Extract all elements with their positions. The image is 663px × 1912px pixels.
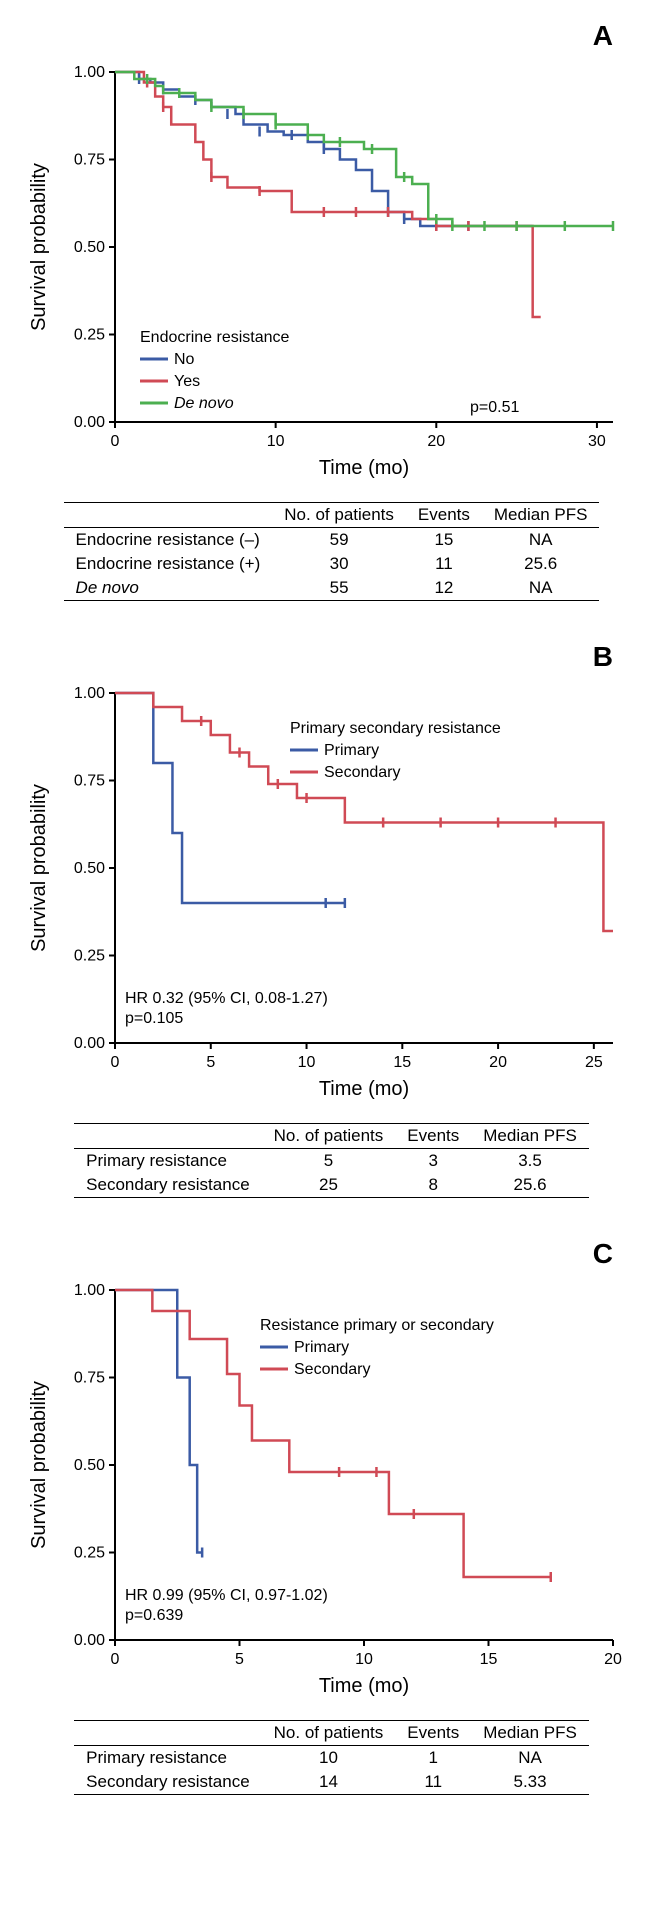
table-c: No. of patientsEventsMedian PFSPrimary r… xyxy=(74,1720,589,1795)
panel-b: B 0.00 0.25 0.50 0.75 1.00 0 5 10 15 20 25 Time (mo… xyxy=(20,641,643,1198)
svg-text:10: 10 xyxy=(355,1651,373,1668)
table-a: No. of patientsEventsMedian PFSEndocrine… xyxy=(64,502,600,601)
svg-text:0.75: 0.75 xyxy=(74,773,105,790)
svg-text:20: 20 xyxy=(427,433,445,450)
svg-text:10: 10 xyxy=(298,1054,316,1071)
svg-text:0: 0 xyxy=(111,1054,120,1071)
svg-text:10: 10 xyxy=(267,433,285,450)
svg-text:0.50: 0.50 xyxy=(74,239,105,256)
svg-text:Primary: Primary xyxy=(294,1339,349,1356)
svg-text:Endocrine resistance: Endocrine resistance xyxy=(140,329,290,346)
svg-text:Time (mo): Time (mo) xyxy=(319,457,409,479)
svg-text:No: No xyxy=(174,351,195,368)
svg-text:1.00: 1.00 xyxy=(74,64,105,81)
svg-text:p=0.105: p=0.105 xyxy=(125,1010,183,1027)
svg-text:20: 20 xyxy=(489,1054,507,1071)
svg-text:Survival probability: Survival probability xyxy=(28,784,50,952)
svg-text:0.00: 0.00 xyxy=(74,1035,105,1052)
svg-text:0.75: 0.75 xyxy=(74,152,105,169)
svg-text:p=0.51: p=0.51 xyxy=(470,399,519,416)
svg-text:20: 20 xyxy=(604,1651,622,1668)
svg-text:p=0.639: p=0.639 xyxy=(125,1607,183,1624)
svg-text:30: 30 xyxy=(588,433,606,450)
svg-text:Secondary: Secondary xyxy=(294,1361,371,1378)
panel-a-label: A xyxy=(20,20,643,52)
svg-text:25: 25 xyxy=(585,1054,603,1071)
panel-c: C 0.00 0.25 0.50 0.75 1.00 0 5 10 15 20 Time (mo) S… xyxy=(20,1238,643,1795)
svg-text:Survival probability: Survival probability xyxy=(28,163,50,331)
svg-text:Yes: Yes xyxy=(174,373,200,390)
svg-text:1.00: 1.00 xyxy=(74,1282,105,1299)
panel-a: A 0.00 0.25 0.50 0.75 1.00 0 10 20 30 Time (mo) Su… xyxy=(20,20,643,601)
svg-text:0.25: 0.25 xyxy=(74,327,105,344)
svg-text:0.00: 0.00 xyxy=(74,414,105,431)
chart-c: 0.00 0.25 0.50 0.75 1.00 0 5 10 15 20 Time (mo) Sur… xyxy=(20,1270,643,1710)
svg-text:0.25: 0.25 xyxy=(74,948,105,965)
svg-text:5: 5 xyxy=(206,1054,215,1071)
svg-text:0.50: 0.50 xyxy=(74,860,105,877)
svg-text:De novo: De novo xyxy=(174,395,234,412)
svg-text:Resistance primary or secondar: Resistance primary or secondary xyxy=(260,1317,494,1334)
svg-text:0: 0 xyxy=(111,1651,120,1668)
svg-text:Secondary: Secondary xyxy=(324,764,401,781)
svg-text:5: 5 xyxy=(235,1651,244,1668)
svg-text:15: 15 xyxy=(393,1054,411,1071)
svg-text:Primary: Primary xyxy=(324,742,379,759)
svg-text:0.75: 0.75 xyxy=(74,1370,105,1387)
svg-text:0.50: 0.50 xyxy=(74,1457,105,1474)
table-b: No. of patientsEventsMedian PFSPrimary r… xyxy=(74,1123,589,1198)
panel-c-label: C xyxy=(20,1238,643,1270)
svg-text:Time (mo): Time (mo) xyxy=(319,1675,409,1697)
svg-text:Survival probability: Survival probability xyxy=(28,1381,50,1549)
svg-text:15: 15 xyxy=(480,1651,498,1668)
svg-text:HR 0.32 (95% CI, 0.08-1.27): HR 0.32 (95% CI, 0.08-1.27) xyxy=(125,990,328,1007)
svg-text:HR 0.99 (95% CI, 0.97-1.02): HR 0.99 (95% CI, 0.97-1.02) xyxy=(125,1587,328,1604)
svg-text:Time (mo): Time (mo) xyxy=(319,1078,409,1100)
svg-text:0.25: 0.25 xyxy=(74,1545,105,1562)
chart-a: 0.00 0.25 0.50 0.75 1.00 0 10 20 30 Time (mo) Surv… xyxy=(20,52,643,492)
chart-b: 0.00 0.25 0.50 0.75 1.00 0 5 10 15 20 25 Time (mo) S… xyxy=(20,673,643,1113)
svg-text:Primary secondary resistance: Primary secondary resistance xyxy=(290,720,501,737)
svg-text:1.00: 1.00 xyxy=(74,685,105,702)
svg-text:0.00: 0.00 xyxy=(74,1632,105,1649)
panel-b-label: B xyxy=(20,641,643,673)
svg-text:0: 0 xyxy=(111,433,120,450)
